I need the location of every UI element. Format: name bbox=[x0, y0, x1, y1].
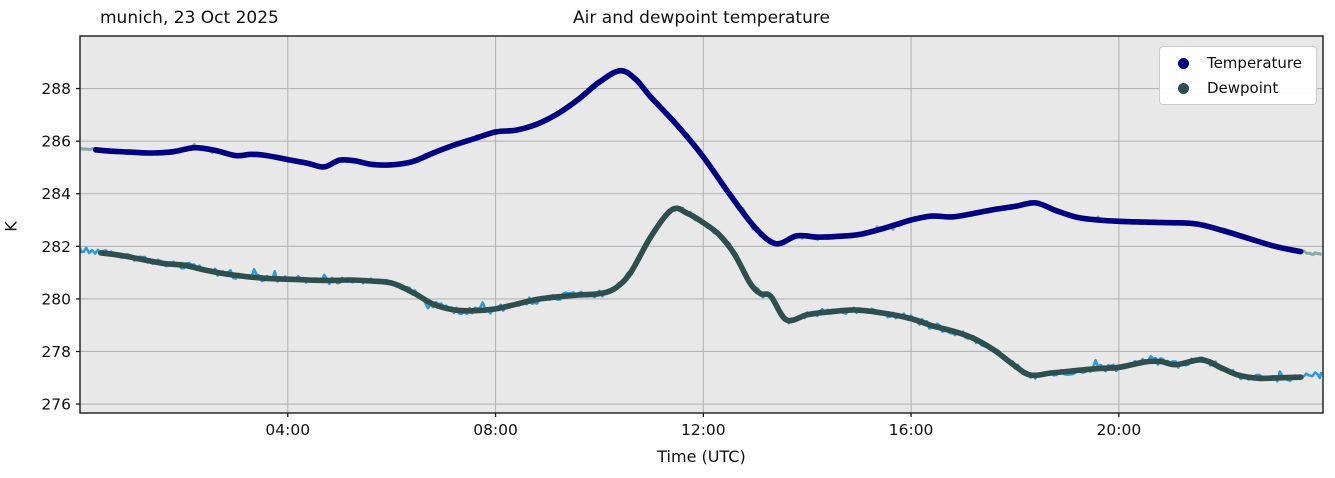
x-tick-label: 20:00 bbox=[1097, 421, 1142, 439]
y-tick-label: 278 bbox=[41, 343, 71, 361]
x-tick-label: 08:00 bbox=[473, 421, 518, 439]
axes-border bbox=[79, 35, 1324, 414]
chart-subtitle: munich, 23 Oct 2025 bbox=[100, 8, 279, 28]
y-tick-label: 276 bbox=[41, 396, 71, 414]
x-tick-label: 16:00 bbox=[889, 421, 934, 439]
y-tick-label: 286 bbox=[41, 133, 71, 151]
legend-dot-temperature-icon bbox=[1177, 57, 1189, 69]
legend-label-dewpoint: Dewpoint bbox=[1206, 79, 1279, 97]
legend-label-temperature: Temperature bbox=[1206, 54, 1302, 72]
legend-dot-dewpoint-icon bbox=[1177, 82, 1189, 94]
x-tick-label: 04:00 bbox=[265, 421, 310, 439]
legend-item-dewpoint: Dewpoint bbox=[1172, 79, 1302, 97]
y-tick-label: 282 bbox=[41, 238, 71, 256]
x-tick-label: 12:00 bbox=[681, 421, 726, 439]
legend: Temperature Dewpoint bbox=[1158, 46, 1317, 105]
y-tick-label: 280 bbox=[41, 290, 71, 308]
series-temperature-line bbox=[92, 67, 1304, 255]
y-tick-label: 284 bbox=[41, 185, 71, 203]
tick-marks bbox=[76, 87, 1120, 417]
series-dewpoint-line bbox=[98, 205, 1304, 382]
legend-item-temperature: Temperature bbox=[1172, 54, 1302, 72]
tick-labels: 276 278 280 282 284 286 288 04:00 08:00 12:00 16:0… bbox=[41, 80, 1141, 439]
x-axis-label: Time (UTC) bbox=[657, 447, 746, 466]
chart-title: Air and dewpoint temperature bbox=[573, 8, 830, 28]
y-tick-label: 288 bbox=[41, 80, 71, 98]
